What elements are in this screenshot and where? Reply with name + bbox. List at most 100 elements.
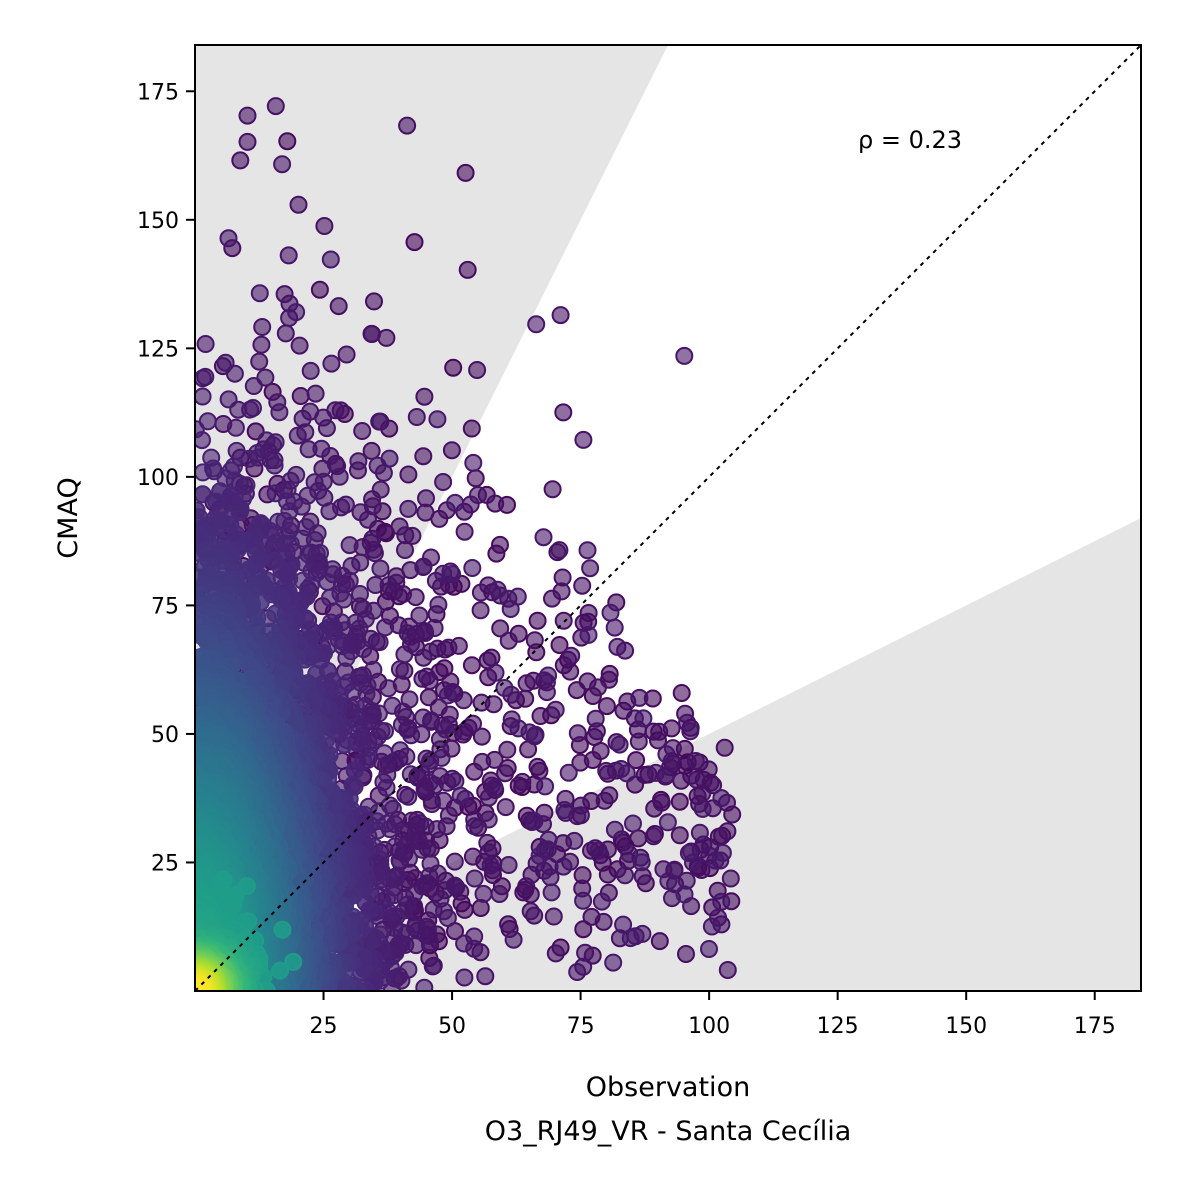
data-point — [528, 611, 547, 630]
data-point — [377, 778, 396, 797]
plot-area — [195, 45, 1141, 991]
data-point — [415, 387, 434, 406]
data-point — [375, 744, 394, 763]
data-point — [574, 891, 593, 910]
data-point — [543, 480, 562, 499]
data-point — [578, 541, 597, 560]
data-point — [435, 902, 453, 921]
data-point — [605, 820, 624, 839]
data-point — [554, 611, 573, 630]
data-point — [508, 587, 527, 606]
data-point — [414, 648, 433, 667]
data-point — [530, 846, 549, 865]
data-point — [517, 877, 536, 896]
data-point — [589, 678, 607, 697]
data-point — [478, 833, 497, 852]
data-point — [273, 155, 292, 174]
annotation-rho: ρ = 0.23 — [858, 126, 962, 154]
data-point — [231, 151, 250, 170]
x-tick-label: 125 — [817, 1014, 859, 1039]
data-point — [581, 559, 600, 578]
data-point — [706, 851, 725, 870]
data-point — [428, 410, 447, 429]
data-point — [621, 929, 640, 948]
data-point — [627, 751, 646, 770]
data-point — [376, 618, 395, 637]
data-point — [488, 580, 507, 599]
data-point — [377, 328, 396, 347]
data-point — [659, 872, 678, 891]
data-point — [329, 297, 348, 316]
data-point — [240, 449, 259, 468]
data-point — [468, 361, 487, 379]
data-point — [465, 939, 484, 958]
data-point — [702, 917, 721, 936]
data-point — [499, 631, 518, 650]
data-point — [463, 559, 482, 577]
x-tick-label: 25 — [310, 1014, 338, 1039]
y-tick-label: 125 — [137, 337, 179, 362]
y-axis-ticks: 25 50 75 100 125 150 175 — [137, 80, 195, 876]
data-point — [365, 544, 384, 563]
data-point — [471, 601, 490, 620]
data-point — [536, 777, 555, 796]
data-point — [414, 447, 433, 466]
data-point — [630, 688, 649, 707]
data-point — [421, 751, 440, 770]
data-point — [597, 697, 616, 716]
data-point — [436, 720, 455, 739]
data-point — [370, 412, 389, 431]
data-point — [531, 707, 550, 725]
data-point — [491, 535, 509, 554]
data-point — [591, 742, 610, 760]
y-tick-label: 75 — [151, 594, 179, 619]
data-point — [672, 684, 691, 702]
data-point — [195, 431, 211, 450]
data-point — [579, 625, 598, 644]
data-point — [568, 963, 587, 981]
data-point — [229, 400, 248, 419]
x-tick-label: 175 — [1074, 1014, 1116, 1039]
data-point — [473, 752, 492, 771]
data-point — [207, 492, 226, 511]
data-point — [371, 480, 390, 499]
data-point — [366, 576, 385, 594]
data-point — [498, 740, 517, 759]
data-point — [363, 529, 382, 548]
data-point — [195, 387, 212, 406]
data-point — [250, 352, 269, 371]
data-point — [287, 303, 306, 322]
x-tick-label: 75 — [567, 1014, 595, 1039]
data-point — [365, 292, 383, 311]
data-point — [562, 646, 581, 665]
data-point — [458, 260, 477, 279]
data-point — [670, 792, 689, 811]
data-point — [310, 280, 329, 299]
data-point — [565, 831, 584, 850]
data-point — [495, 679, 514, 697]
data-point — [513, 772, 532, 791]
data-point — [196, 335, 215, 353]
data-point — [423, 795, 441, 813]
data-point — [471, 583, 490, 602]
data-point — [438, 686, 457, 705]
x-axis-label: Observation — [586, 1072, 750, 1103]
data-point — [276, 324, 295, 343]
data-point — [250, 284, 269, 303]
data-point — [550, 541, 569, 560]
data-point — [486, 494, 505, 513]
data-point — [684, 853, 702, 872]
data-point — [555, 801, 574, 819]
data-point — [425, 776, 444, 795]
data-point — [225, 364, 244, 383]
data-point — [644, 827, 663, 846]
data-point — [342, 557, 361, 575]
x-tick-label: 150 — [945, 1014, 987, 1039]
data-point — [238, 132, 257, 151]
data-point — [652, 793, 671, 812]
x-tick-label: 100 — [688, 1014, 730, 1039]
data-point — [657, 745, 676, 764]
data-point — [398, 116, 417, 135]
data-point — [539, 666, 558, 685]
data-point — [699, 760, 718, 779]
